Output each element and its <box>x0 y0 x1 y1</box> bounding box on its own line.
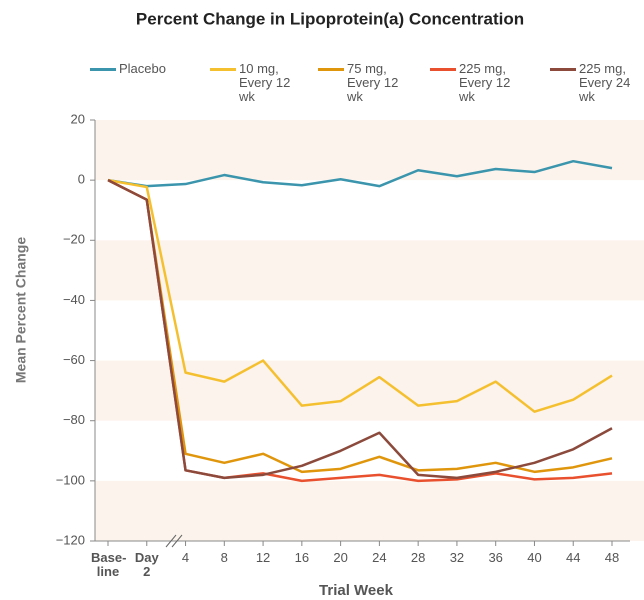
x-tick-label: 16 <box>294 550 310 565</box>
legend-item: 225 mg, Every 24 wk <box>550 62 641 104</box>
legend-swatch <box>90 68 116 71</box>
y-tick-label: 20 <box>71 111 85 126</box>
legend-label: 75 mg, Every 12 wk <box>347 61 399 104</box>
legend-label: 225 mg, Every 24 wk <box>579 61 631 104</box>
band <box>95 240 644 301</box>
band <box>95 120 644 181</box>
y-tick-label: −40 <box>63 292 85 307</box>
x-tick-label: Base-line <box>91 550 127 579</box>
legend-label: Placebo <box>119 61 166 76</box>
break-mark <box>171 534 183 548</box>
y-tick-label: −80 <box>63 412 85 427</box>
legend-label: 225 mg, Every 12 wk <box>459 61 511 104</box>
x-tick-label: 32 <box>449 550 465 565</box>
legend-label: 10 mg, Every 12 wk <box>239 61 291 104</box>
y-tick-label: −100 <box>56 472 85 487</box>
x-tick-label: 8 <box>220 550 228 565</box>
x-tick-label: 12 <box>255 550 271 565</box>
y-tick-label: 0 <box>78 172 85 187</box>
band <box>95 360 644 421</box>
y-axis-label: Mean Percent Change <box>13 237 29 383</box>
legend-swatch <box>430 68 456 71</box>
x-axis-label: Trial Week <box>319 582 394 599</box>
x-tick-label: 44 <box>565 550 581 565</box>
x-tick-label: 4 <box>181 550 190 565</box>
y-tick-label: −20 <box>63 232 85 247</box>
y-tick-label: −120 <box>56 532 85 547</box>
series-line <box>107 178 613 413</box>
legend-item: Placebo <box>90 62 181 76</box>
legend-item: 75 mg, Every 12 wk <box>318 62 409 104</box>
x-tick-label: 40 <box>527 550 542 565</box>
chart-title: Percent Change in Lipoprotein(a) Concent… <box>136 9 524 28</box>
x-tick-label: 28 <box>410 550 426 565</box>
legend-swatch <box>318 68 344 71</box>
legend-item: 10 mg, Every 12 wk <box>210 62 301 104</box>
break-mark <box>165 534 177 548</box>
legend-swatch <box>550 68 576 71</box>
series-line <box>107 159 613 188</box>
legend-item: 225 mg, Every 12 wk <box>430 62 521 104</box>
series-line <box>107 179 613 474</box>
x-tick-label: 24 <box>372 550 387 565</box>
legend-swatch <box>210 68 236 71</box>
x-tick-label: 36 <box>488 550 503 565</box>
x-tick-label: 48 <box>604 550 620 565</box>
band <box>95 480 644 541</box>
x-tick-label: Day 2 <box>134 550 159 579</box>
y-tick-label: −60 <box>63 352 85 367</box>
series-line <box>107 179 613 480</box>
x-tick-label: 20 <box>333 550 348 565</box>
axis-break <box>165 534 183 548</box>
bands <box>95 120 644 541</box>
